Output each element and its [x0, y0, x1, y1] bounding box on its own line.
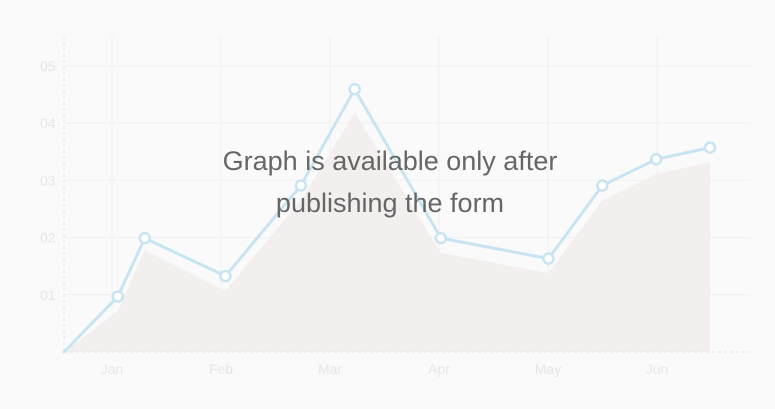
y-tick-label: 03 [40, 172, 56, 188]
data-point [219, 269, 232, 283]
x-tick-label: Apr [428, 361, 450, 377]
x-tick-label: Mar [318, 361, 342, 377]
area-fill [64, 112, 710, 352]
data-point [294, 179, 308, 192]
data-point [138, 231, 151, 245]
data-point [434, 231, 448, 245]
data-point [542, 252, 555, 265]
data-point [111, 290, 125, 303]
y-tick-label: 05 [40, 58, 56, 74]
data-point [596, 179, 609, 192]
axis-layer [63, 36, 750, 353]
tick-layer: 01 02 03 04 05 Jan Feb Mar Apr May Jun [40, 58, 668, 377]
y-tick-label: 04 [40, 115, 56, 131]
area-layer [64, 112, 710, 352]
x-tick-label: Feb [209, 361, 233, 377]
x-tick-label: May [535, 361, 561, 377]
y-tick-label: 01 [40, 287, 56, 303]
x-tick-label: Jan [101, 361, 124, 377]
marker-layer [111, 82, 717, 303]
y-tick-label: 02 [40, 230, 56, 246]
unavailable-message: Graph is available only after publishing… [222, 146, 558, 218]
data-point [649, 153, 663, 166]
data-point [348, 82, 361, 96]
data-point [703, 141, 717, 154]
x-tick-label: Jun [646, 361, 669, 377]
